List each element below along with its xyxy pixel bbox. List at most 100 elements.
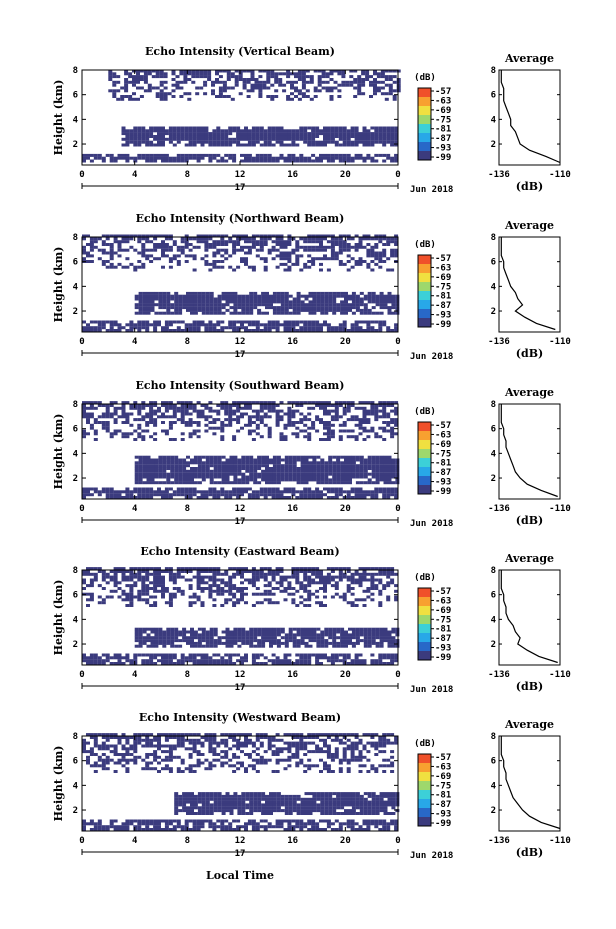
echo-cell xyxy=(157,135,161,138)
echo-cell xyxy=(154,627,159,631)
echo-cell xyxy=(212,240,217,244)
echo-cell xyxy=(168,595,173,599)
echo-cell xyxy=(259,653,264,657)
echo-cell xyxy=(137,240,142,244)
echo-cell xyxy=(395,297,400,301)
echo-cell xyxy=(387,641,392,645)
echo-cell xyxy=(338,251,343,255)
echo-cell xyxy=(336,455,341,459)
colorbar-segment xyxy=(418,440,431,450)
echo-cell xyxy=(128,95,133,98)
echo-cell xyxy=(204,140,209,144)
colorbar-tick-label: -81 xyxy=(435,125,451,135)
echo-cell xyxy=(334,132,339,136)
echo-cell xyxy=(105,237,110,241)
echo-cell xyxy=(271,240,276,244)
echo-cell xyxy=(365,69,370,73)
echo-cell xyxy=(312,475,317,479)
echo-cell xyxy=(270,75,275,79)
echo-cell xyxy=(316,297,321,301)
echo-cell xyxy=(251,320,256,324)
echo-cell xyxy=(212,132,217,136)
echo-cell xyxy=(188,653,193,657)
echo-cell xyxy=(382,260,387,263)
echo-cell xyxy=(275,493,280,497)
echo-cell xyxy=(324,641,329,645)
echo-cell xyxy=(291,137,296,141)
echo-cell xyxy=(97,401,102,405)
echo-cell xyxy=(263,137,268,141)
echo-cell xyxy=(142,303,147,307)
echo-cell xyxy=(113,401,118,405)
echo-cell xyxy=(241,467,246,470)
echo-cell xyxy=(133,248,138,252)
echo-cell xyxy=(208,587,213,590)
echo-cell xyxy=(270,83,275,87)
echo-cell xyxy=(394,487,399,491)
echo-cell xyxy=(233,306,238,310)
echo-cell xyxy=(326,401,331,405)
echo-cell xyxy=(323,129,327,133)
echo-cell xyxy=(328,636,333,640)
avg-x-tick-label: -110 xyxy=(549,504,571,514)
echo-cell xyxy=(304,481,309,485)
echo-cell xyxy=(276,297,281,301)
echo-cell xyxy=(350,265,355,269)
echo-cell xyxy=(387,639,392,643)
echo-cell xyxy=(159,92,164,96)
echo-cell xyxy=(212,572,217,576)
echo-cell xyxy=(275,132,280,136)
echo-cell xyxy=(265,306,269,310)
echo-cell xyxy=(180,129,185,133)
echo-cell xyxy=(283,254,288,258)
echo-cell xyxy=(358,487,363,491)
echo-cell xyxy=(139,75,144,79)
echo-cell xyxy=(232,245,237,249)
echo-cell xyxy=(272,475,277,479)
echo-cell xyxy=(250,83,255,87)
echo-cell xyxy=(137,570,142,573)
echo-cell xyxy=(263,578,268,582)
echo-cell xyxy=(378,487,383,491)
echo-cell xyxy=(153,490,158,494)
echo-cell xyxy=(259,234,264,238)
echo-cell xyxy=(355,464,360,468)
echo-cell xyxy=(224,601,229,605)
echo-cell xyxy=(329,69,334,73)
echo-cell xyxy=(236,589,241,593)
echo-cell xyxy=(200,578,205,582)
echo-cell xyxy=(109,257,114,261)
echo-cell xyxy=(157,245,161,249)
echo-cell xyxy=(125,487,130,491)
echo-cell xyxy=(149,418,154,422)
echo-cell xyxy=(375,633,380,637)
echo-cell xyxy=(161,570,165,573)
echo-cell xyxy=(262,83,267,87)
echo-cell xyxy=(141,401,146,405)
echo-cell xyxy=(386,662,391,665)
echo-cell xyxy=(295,254,300,258)
echo-cell xyxy=(267,435,272,439)
echo-cell xyxy=(258,75,263,79)
echo-cell xyxy=(121,234,126,238)
echo-cell xyxy=(263,159,268,163)
echo-cell xyxy=(240,260,244,263)
echo-cell xyxy=(272,633,277,637)
echo-cell xyxy=(232,567,237,571)
echo-cell xyxy=(312,627,317,631)
echo-cell xyxy=(213,469,218,473)
echo-cell xyxy=(330,248,335,252)
echo-cell xyxy=(162,294,167,298)
echo-cell xyxy=(180,245,185,249)
echo-cell xyxy=(375,472,380,476)
echo-cell xyxy=(341,83,346,87)
echo-cell xyxy=(192,662,197,665)
echo-cell xyxy=(226,72,231,76)
echo-cell xyxy=(316,291,321,295)
echo-cell xyxy=(394,153,399,157)
echo-cell xyxy=(330,409,335,413)
echo-cell xyxy=(153,234,158,238)
echo-cell xyxy=(304,458,309,462)
echo-cell xyxy=(212,153,217,157)
echo-cell xyxy=(382,487,387,491)
